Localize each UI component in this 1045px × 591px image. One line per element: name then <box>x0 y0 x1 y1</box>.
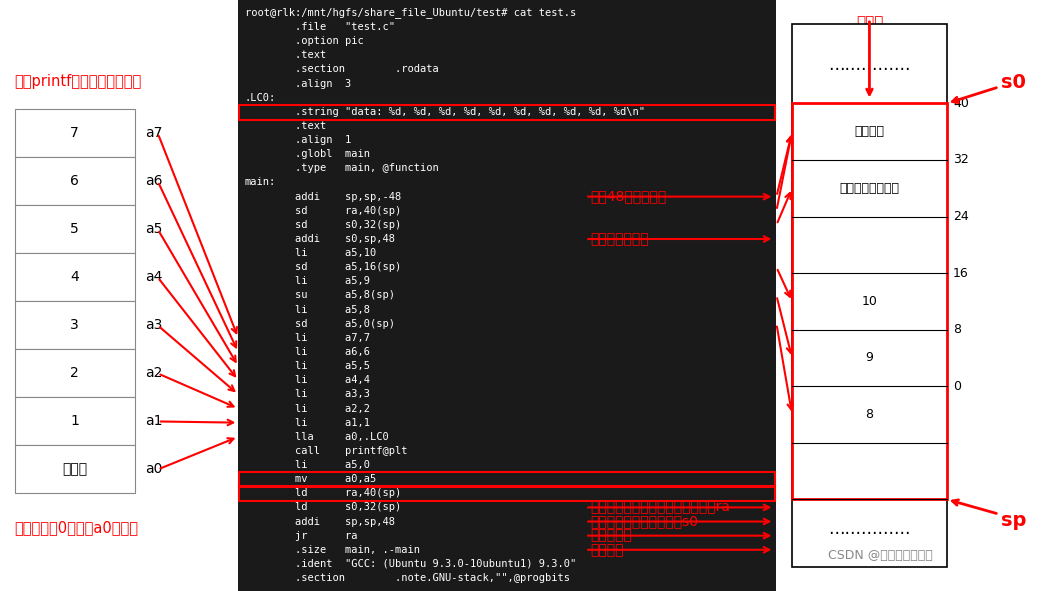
Text: jr      ra: jr ra <box>245 531 357 541</box>
Text: call    printf@plt: call printf@plt <box>245 446 408 456</box>
Text: .string "data: %d, %d, %d, %d, %d, %d, %d, %d, %d, %d\n": .string "data: %d, %d, %d, %d, %d, %d, %… <box>245 107 645 117</box>
Text: 返回地址: 返回地址 <box>855 125 884 138</box>
Text: 得到当前的栈底: 得到当前的栈底 <box>590 232 649 246</box>
Bar <box>15 446 135 493</box>
Text: 栈空间: 栈空间 <box>856 15 883 30</box>
Text: li      a4,4: li a4,4 <box>245 375 370 385</box>
Text: li      a5,10: li a5,10 <box>245 248 376 258</box>
Bar <box>792 103 947 499</box>
Text: sd      ra,40(sp): sd ra,40(sp) <box>245 206 401 216</box>
Text: 32: 32 <box>953 154 969 167</box>
Bar <box>239 105 775 119</box>
Text: .LC0:: .LC0: <box>245 93 276 103</box>
Text: 函数返回: 函数返回 <box>590 543 624 557</box>
Text: 6: 6 <box>70 174 79 189</box>
Bar <box>239 486 775 501</box>
Text: .align  1: .align 1 <box>245 135 351 145</box>
Text: .section        .note.GNU-stack,"",@progbits: .section .note.GNU-stack,"",@progbits <box>245 573 570 583</box>
Text: CSDN @正在起飞的蜗牛: CSDN @正在起飞的蜗牛 <box>828 549 932 562</box>
Text: li      a5,5: li a5,5 <box>245 361 370 371</box>
Bar <box>792 24 947 567</box>
Bar <box>15 254 135 301</box>
Text: sd      s0,32(sp): sd s0,32(sp) <box>245 220 401 230</box>
Text: li      a3,3: li a3,3 <box>245 389 370 400</box>
Text: a5: a5 <box>145 222 163 236</box>
Text: .file   "test.c": .file "test.c" <box>245 22 395 32</box>
Text: 1: 1 <box>70 414 79 428</box>
Text: 16: 16 <box>953 267 969 280</box>
Bar <box>238 0 776 591</box>
Text: 40: 40 <box>953 97 969 110</box>
Text: a6: a6 <box>145 174 163 189</box>
Text: main:: main: <box>245 177 276 187</box>
Text: s0: s0 <box>1001 73 1026 92</box>
Text: lla     a0,.LC0: lla a0,.LC0 <box>245 432 389 441</box>
Text: sd      a5,16(sp): sd a5,16(sp) <box>245 262 401 272</box>
Text: a3: a3 <box>145 319 163 332</box>
Text: li      a5,8: li a5,8 <box>245 304 370 314</box>
Text: sp: sp <box>1001 511 1026 530</box>
Text: 10: 10 <box>861 295 878 308</box>
Text: mv      a0,a5: mv a0,a5 <box>245 474 376 484</box>
Text: a2: a2 <box>145 366 163 381</box>
Text: 24: 24 <box>953 210 969 223</box>
Text: root@rlk:/mnt/hgfs/share_file_Ubuntu/test# cat test.s: root@rlk:/mnt/hgfs/share_file_Ubuntu/tes… <box>245 8 576 18</box>
Text: su      a5,8(sp): su a5,8(sp) <box>245 291 395 300</box>
Text: .text: .text <box>245 50 326 60</box>
Text: 将上个函数的栈底读取到s0: 将上个函数的栈底读取到s0 <box>590 515 698 528</box>
Text: 8: 8 <box>865 408 874 421</box>
Text: .section        .rodata: .section .rodata <box>245 64 438 74</box>
Text: 回收栈空间: 回收栈空间 <box>590 528 632 543</box>
Text: addi    sp,sp,-48: addi sp,sp,-48 <box>245 191 401 202</box>
Text: a0: a0 <box>145 463 163 476</box>
Text: 5: 5 <box>70 222 79 236</box>
Text: addi    s0,sp,48: addi s0,sp,48 <box>245 234 395 244</box>
Text: ld      ra,40(sp): ld ra,40(sp) <box>245 488 401 498</box>
Text: li      a5,0: li a5,0 <box>245 460 370 470</box>
Text: .align  3: .align 3 <box>245 79 351 89</box>
Text: ld      s0,32(sp): ld s0,32(sp) <box>245 502 401 512</box>
Text: li      a2,2: li a2,2 <box>245 404 370 414</box>
Text: 3: 3 <box>70 319 79 332</box>
Bar <box>15 397 135 446</box>
Text: .ident  "GCC: (Ubuntu 9.3.0-10ubuntu1) 9.3.0": .ident "GCC: (Ubuntu 9.3.0-10ubuntu1) 9.… <box>245 559 576 569</box>
Text: a1: a1 <box>145 414 163 428</box>
Text: sd      a5,0(sp): sd a5,0(sp) <box>245 319 395 329</box>
Text: 2: 2 <box>70 366 79 381</box>
Text: .option pic: .option pic <box>245 36 364 46</box>
Text: 4: 4 <box>70 271 79 284</box>
Text: 9: 9 <box>865 352 874 365</box>
Text: .globl  main: .globl main <box>245 150 370 159</box>
Text: 从栈空间里将函数返回地址读取到ra: 从栈空间里将函数返回地址读取到ra <box>590 501 730 514</box>
Text: 8: 8 <box>953 323 961 336</box>
Text: addi    sp,sp,48: addi sp,sp,48 <box>245 517 395 527</box>
Bar <box>15 109 135 157</box>
Text: li      a5,9: li a5,9 <box>245 277 370 287</box>
Text: li      a1,1: li a1,1 <box>245 418 370 428</box>
Text: 开辟48字节栈空间: 开辟48字节栈空间 <box>590 190 667 204</box>
Bar <box>15 157 135 206</box>
Text: a7: a7 <box>145 126 163 140</box>
Text: .text: .text <box>245 121 326 131</box>
Text: 7: 7 <box>70 126 79 140</box>
Text: a4: a4 <box>145 271 163 284</box>
Text: .type   main, @function: .type main, @function <box>245 163 438 173</box>
Text: li      a6,6: li a6,6 <box>245 347 370 357</box>
Text: ……………: …………… <box>829 56 910 74</box>
Bar <box>239 472 775 487</box>
Text: ……………: …………… <box>829 520 910 538</box>
Bar <box>15 205 135 254</box>
Bar <box>15 301 135 349</box>
Text: 0: 0 <box>953 380 961 393</box>
Text: 上一个函数的栈底: 上一个函数的栈底 <box>839 182 900 195</box>
Text: 字符串: 字符串 <box>62 463 88 476</box>
Bar <box>15 349 135 397</box>
Text: li      a7,7: li a7,7 <box>245 333 370 343</box>
Text: .size   main, .-main: .size main, .-main <box>245 545 419 555</box>
Text: 调用printf函数时寄存器的値: 调用printf函数时寄存器的値 <box>15 74 142 89</box>
Text: 将返回値　0保存到a0寄存器: 将返回値 0保存到a0寄存器 <box>15 520 139 535</box>
